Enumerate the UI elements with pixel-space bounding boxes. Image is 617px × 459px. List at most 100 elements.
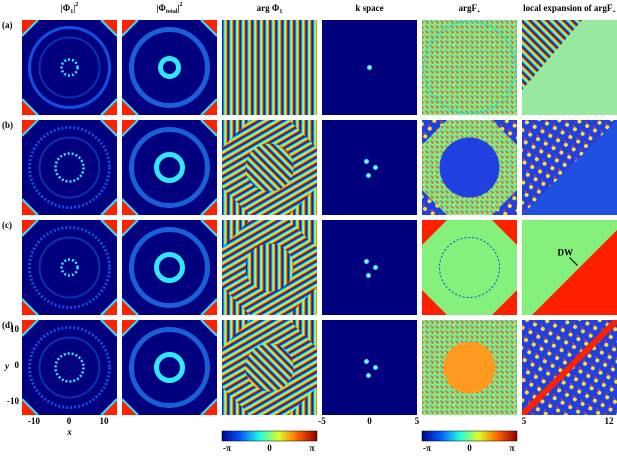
x-axis-label: x [66, 427, 72, 437]
corner-edge [200, 98, 218, 116]
x-tick-label: 0 [67, 416, 72, 426]
ring [28, 126, 111, 209]
ring [38, 236, 101, 299]
peak [374, 166, 377, 169]
panel-bg [22, 220, 117, 315]
y-tick-label: 10 [10, 324, 20, 334]
corner-edge [121, 119, 139, 137]
peak [365, 360, 368, 363]
panel [222, 220, 317, 315]
x-tick-label: 10 [100, 416, 110, 426]
panel [422, 320, 517, 415]
k-tick-label: 5 [415, 416, 420, 426]
peak [365, 160, 368, 163]
domain [245, 243, 294, 292]
panel [322, 220, 417, 315]
text-part: |Φ [61, 3, 71, 13]
x-tick-label: -10 [28, 416, 40, 426]
panel [122, 220, 217, 315]
domain [439, 137, 500, 198]
corner-edge [21, 198, 39, 216]
panel-bg [122, 220, 217, 315]
corner-edge [100, 398, 118, 416]
corner-edge [21, 298, 39, 316]
panel-bg [22, 320, 117, 415]
text-part: + [612, 9, 616, 15]
wall [522, 320, 617, 415]
ring [154, 352, 185, 383]
column-header: |Φtotal|2 [156, 2, 182, 15]
panel [222, 120, 317, 215]
panel [522, 20, 617, 115]
corner-edge [200, 398, 218, 416]
ring [28, 326, 111, 409]
peak [367, 374, 370, 377]
text-part: |Φ [156, 3, 166, 13]
corner-edge [121, 198, 139, 216]
ring [54, 152, 85, 183]
ring [154, 252, 185, 283]
peak [374, 266, 377, 269]
k-tick-label: 0 [367, 416, 372, 426]
ring [38, 136, 101, 199]
column-header: arg Φ1 [257, 3, 283, 15]
ring [129, 227, 210, 308]
text-part: | [73, 3, 75, 13]
domain [245, 343, 294, 392]
panel [222, 320, 317, 415]
panel-bg [122, 120, 217, 215]
ring [129, 27, 210, 108]
ring [129, 327, 210, 408]
panel [22, 320, 117, 415]
corner-edge [200, 19, 218, 37]
domain [423, 21, 516, 114]
ring [38, 36, 101, 99]
domain [439, 237, 500, 298]
y-tick-label: 0 [15, 360, 20, 370]
annotation: DW [558, 248, 574, 258]
ring [60, 58, 79, 77]
peak [365, 260, 368, 263]
corner-edge [200, 119, 218, 137]
text-part: 1 [279, 9, 282, 15]
corner-edge [100, 98, 118, 116]
domain [443, 341, 496, 394]
panel [522, 120, 617, 215]
panel-bg [322, 120, 417, 215]
corner-edge [100, 319, 118, 337]
corner-edge [21, 398, 39, 416]
panel-bg [322, 220, 417, 315]
text-part: local expansion of argF [523, 3, 613, 13]
panel [322, 120, 417, 215]
column-header: |Φ1|2 [61, 2, 78, 15]
row-label: (c) [2, 220, 12, 230]
ring [60, 258, 79, 277]
corner-edge [200, 198, 218, 216]
corner-edge [121, 298, 139, 316]
ring [129, 127, 210, 208]
region [522, 120, 617, 215]
colorbar [421, 430, 518, 442]
corner-edge [100, 298, 118, 316]
corner-edge [100, 19, 118, 37]
column-header: k space [355, 3, 383, 13]
y-axis-label: y [4, 361, 10, 371]
domain [245, 143, 294, 192]
ring [54, 352, 85, 383]
corner-edge [21, 98, 39, 116]
text-part: | [178, 3, 180, 13]
panel [322, 20, 417, 115]
region [522, 220, 617, 315]
corner-edge [21, 319, 39, 337]
corner-edge [121, 319, 139, 337]
panel [22, 120, 117, 215]
panel [22, 20, 117, 115]
zoom-tick-label: 12 [605, 416, 615, 426]
panel [122, 320, 217, 415]
corner-edge [121, 98, 139, 116]
zoom-tick-label: 5 [522, 416, 527, 426]
panel: DW [522, 220, 617, 315]
ring [158, 56, 181, 79]
text-part: argF [459, 3, 478, 13]
